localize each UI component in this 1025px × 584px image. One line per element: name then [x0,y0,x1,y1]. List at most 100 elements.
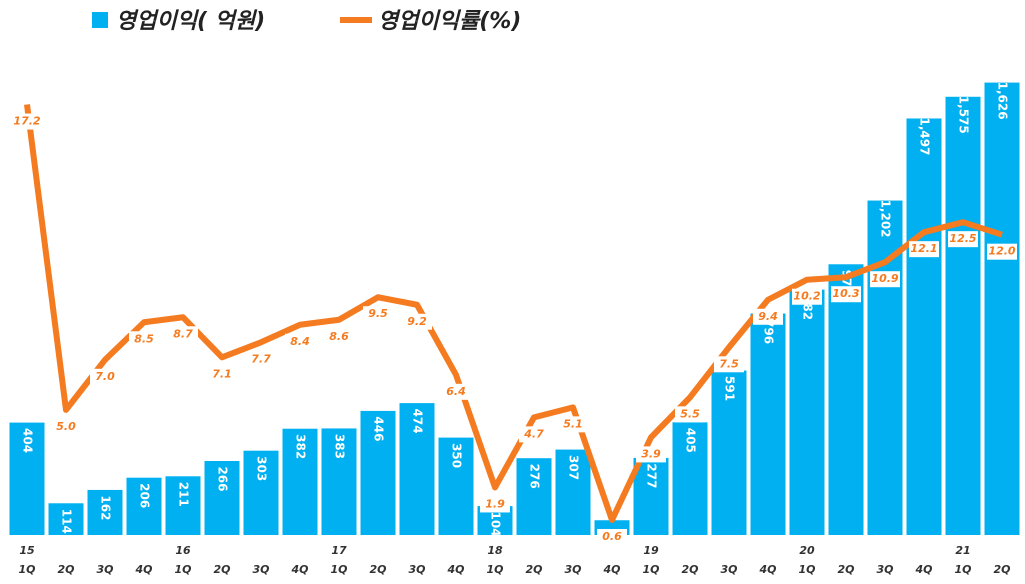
x-tick-label: 1Q [18,563,35,576]
bar-value-label: 303 [255,456,269,481]
bar-value-label: 162 [98,495,112,520]
line-value-label: 1.9 [485,497,505,510]
x-tick-label: 2Q [525,563,542,576]
bar [672,422,708,535]
bar [750,313,786,535]
line-value-label: 8.7 [173,327,193,340]
bar [828,264,864,535]
bar-value-label: 796 [762,319,776,344]
bar [360,410,396,535]
x-tick-label: 2Q [837,563,854,576]
bar [165,476,201,535]
bar [282,428,318,535]
line-value-label: 9.2 [407,315,427,328]
x-tick-label: 1Q [330,563,347,576]
x-tick-label: 1Q [486,563,503,576]
x-tick-label: 2Q [369,563,386,576]
value-label-box [363,306,393,323]
value-label-box [636,446,666,463]
bar [906,118,942,536]
value-label-box [246,351,276,368]
bar-value-label: 474 [411,409,425,434]
bar-value-label: 276 [528,464,542,489]
line-value-label: 7.0 [95,370,115,383]
bar [126,477,162,535]
line-value-label: 7.7 [251,352,271,365]
x-tick-label: 3Q [564,563,581,576]
bar [555,449,591,535]
x-year-label: 16 [175,544,191,557]
bar-value-label: 1,575 [957,96,971,134]
x-year-label: 17 [331,544,347,557]
value-label-box [402,313,432,330]
bar-value-label: 206 [138,483,152,508]
legend-swatch [92,12,108,28]
bar [945,96,981,535]
line-value-label: 10.3 [832,287,859,300]
line-value-label: 10.9 [871,272,898,285]
x-tick-label: 4Q [758,563,776,576]
x-tick-label: 2Q [57,563,74,576]
x-tick-label: 4Q [914,563,932,576]
value-label-box [90,368,120,385]
line-value-label: 6.4 [446,385,466,398]
bar [87,489,123,535]
value-label-box [792,288,822,305]
x-tick-label: 1Q [174,563,191,576]
bar-value-label: 1,202 [879,200,893,238]
bar [516,458,552,535]
value-label-box [207,366,237,383]
bar-value-label: 404 [21,428,35,453]
line-value-label: 3.9 [641,447,661,460]
bar-value-label: 104 [489,512,503,537]
x-year-label: 21 [955,544,970,557]
bar-value-label: 405 [684,428,698,453]
legend-label: 영업이익( 억원) [116,9,265,34]
line-value-label: 12.5 [949,232,976,245]
bar-value-label: 307 [567,455,581,480]
line-value-label: 8.6 [329,330,349,343]
value-label-box [324,328,354,345]
value-label-box [558,416,588,433]
value-label-box [870,271,900,288]
value-label-box [168,326,198,343]
line-value-label: 4.7 [523,427,544,440]
x-tick-label: 1Q [954,563,971,576]
x-tick-label: 4Q [446,563,464,576]
legend-label: 영업이익률(%) [378,9,521,34]
line-value-label: 17.2 [13,115,40,128]
x-tick-label: 2Q [993,563,1010,576]
bar [633,457,669,535]
bar-value-label: 591 [723,376,737,401]
bar-value-label: 446 [372,416,386,441]
line-value-label: 8.4 [290,335,310,348]
line-value-label: 0.6 [602,530,622,543]
bar [48,503,84,535]
bar-value-label: 114 [60,509,74,534]
value-label-box [753,308,783,325]
value-label-box [597,528,627,545]
x-tick-label: 3Q [252,563,269,576]
line-value-label: 5.5 [680,407,700,420]
bar-value-label: 211 [177,482,191,507]
x-tick-label: 2Q [681,563,698,576]
value-label-box [129,331,159,348]
value-label-box [519,426,549,443]
bar-value-label: 266 [216,466,230,491]
x-tick-label: 1Q [642,563,659,576]
line-value-label: 7.1 [212,367,232,380]
bar [204,460,240,535]
x-tick-label: 4Q [290,563,308,576]
value-label-box [12,113,42,130]
value-label-box [441,383,471,400]
x-tick-label: 3Q [720,563,737,576]
line-value-label: 9.5 [368,307,388,320]
x-tick-label: 3Q [96,563,113,576]
bar-value-label: 1,626 [996,82,1010,120]
x-year-label: 20 [799,544,815,557]
x-tick-label: 1Q [798,563,815,576]
value-label-box [285,333,315,350]
bar [789,289,825,535]
line-value-label: 12.1 [910,242,937,255]
value-label-box [714,356,744,373]
